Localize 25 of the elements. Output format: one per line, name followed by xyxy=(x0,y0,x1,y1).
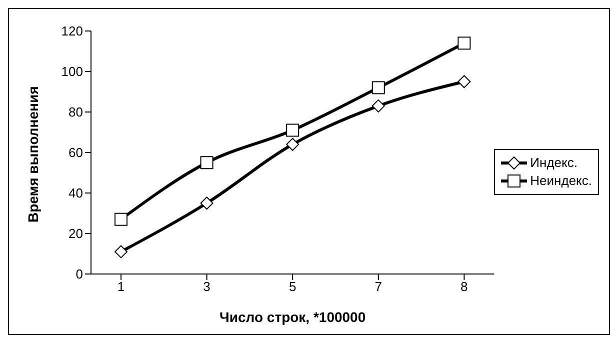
y-tick-label: 20 xyxy=(68,226,83,242)
y-tick-label: 80 xyxy=(68,104,83,120)
point xyxy=(286,138,300,151)
legend-label: Неиндекс. xyxy=(530,173,592,188)
y-tick-label: 60 xyxy=(68,145,83,160)
x-tick-label: 3 xyxy=(203,279,210,294)
point xyxy=(114,212,128,226)
y-tick-label: 0 xyxy=(76,266,83,282)
x-tick-label: 5 xyxy=(288,279,296,294)
y-tick-label: 120 xyxy=(61,24,83,39)
x-tick-label: 7 xyxy=(374,279,382,294)
x-tick-label: 1 xyxy=(117,279,125,294)
y-tick-label: 100 xyxy=(61,64,83,80)
x-tick-label: 8 xyxy=(460,279,468,294)
point xyxy=(200,196,214,210)
point xyxy=(286,124,300,137)
point xyxy=(372,81,385,94)
point xyxy=(372,99,385,112)
legend-label: Индекс. xyxy=(530,155,578,170)
point xyxy=(200,156,214,170)
y-tick-label: 40 xyxy=(68,186,83,201)
point xyxy=(458,36,471,50)
point xyxy=(458,75,471,88)
x-axis-title: Число строк, *100000 xyxy=(220,309,366,325)
y-axis-title: Время выполнения xyxy=(24,86,41,222)
